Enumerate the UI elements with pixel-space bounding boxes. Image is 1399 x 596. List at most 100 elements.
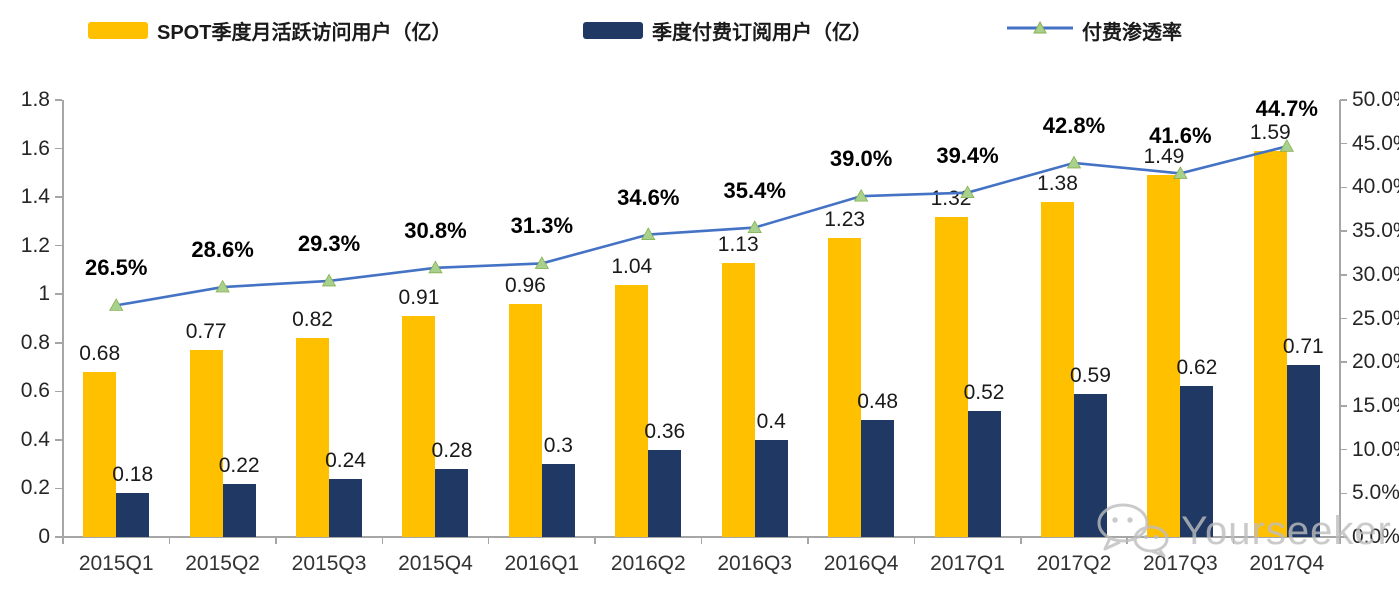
y-axis-label-right: 10.0% [1352, 437, 1399, 461]
bar-subscribers [1286, 364, 1320, 537]
bar-label-mau: 0.68 [79, 341, 121, 365]
y-axis-label-left: 1 [38, 282, 50, 306]
bar-label-subscribers: 0.18 [112, 463, 154, 487]
y-axis-label-left: 0.2 [20, 476, 50, 500]
bar-label-subscribers: 0.48 [857, 390, 899, 414]
penetration-line-path [115, 145, 1288, 307]
subscribers-legend-swatch [583, 21, 643, 39]
watermark: Yourseeker [1093, 500, 1392, 563]
y-axis-label-right: 30.0% [1352, 262, 1399, 286]
bar-label-mau: 1.13 [717, 232, 759, 256]
right-axis-tick [1340, 361, 1347, 363]
y-axis-label-left: 0.4 [20, 427, 50, 451]
x-axis-label: 2017Q1 [930, 552, 1005, 575]
y-axis-label-right: 15.0% [1352, 393, 1399, 417]
penetration-label: 41.6% [1149, 123, 1212, 149]
right-axis-tick [1340, 448, 1347, 451]
x-axis-tick [1339, 537, 1341, 544]
triangle-marker [321, 273, 337, 287]
bar-label-mau: 0.91 [398, 286, 440, 310]
bar-subscribers [116, 493, 150, 537]
y-axis-label-left: 1.2 [20, 233, 50, 257]
bar-label-subscribers: 0.3 [543, 434, 573, 458]
triangle-marker [853, 188, 869, 202]
x-axis-tick [1232, 537, 1235, 544]
right-axis-tick [1340, 230, 1347, 232]
right-axis-tick [1340, 99, 1347, 101]
bar-label-mau: 1.59 [1249, 120, 1291, 144]
bar-subscribers [222, 483, 256, 537]
right-axis-line [1339, 100, 1341, 537]
x-axis-tick [487, 537, 490, 544]
triangle-marker [215, 279, 230, 293]
y-axis-label-left: 0.6 [20, 379, 50, 403]
mau-legend-swatch [88, 21, 148, 39]
y-axis-label-right: 0.0% [1352, 525, 1399, 548]
left-axis-tick [55, 536, 62, 538]
x-axis-tick [1020, 537, 1022, 544]
watermark-text: Yourseeker [1181, 509, 1392, 553]
triangle-marker [1066, 155, 1082, 169]
right-axis-tick [1340, 274, 1347, 276]
left-axis-tick [55, 147, 62, 150]
bar-label-subscribers: 0.24 [325, 448, 366, 472]
bar-subscribers [754, 439, 788, 537]
bar-label-subscribers: 0.52 [963, 380, 1005, 404]
triangle-marker [428, 260, 443, 274]
bar-label-mau: 1.04 [611, 254, 653, 278]
x-axis-tick [62, 537, 64, 544]
bar-subscribers [1180, 386, 1214, 537]
y-axis-label-right: 25.0% [1352, 306, 1399, 330]
legend-item-penetration: 付费渗透率 [1007, 18, 1182, 44]
bar-subscribers [329, 478, 363, 537]
triangle-marker [747, 220, 762, 234]
right-axis-tick [1340, 186, 1347, 189]
x-axis-tick [381, 537, 383, 544]
bar-mau [934, 216, 968, 537]
bar-label-mau: 0.82 [292, 307, 333, 331]
bar-label-subscribers: 0.22 [218, 453, 260, 477]
y-axis-label-right: 40.0% [1352, 175, 1399, 199]
triangle-marker [641, 227, 656, 240]
bar-label-mau: 1.32 [930, 186, 972, 210]
right-axis-tick [1340, 492, 1347, 495]
x-axis-label: 2017Q3 [1143, 552, 1218, 575]
right-axis-tick [1340, 405, 1347, 407]
mau-legend-label: SPOT季度月活跃访问用户（亿） [157, 21, 452, 44]
bar-label-subscribers: 0.36 [644, 419, 686, 443]
penetration-label: 31.3% [510, 213, 574, 239]
right-axis-tick [1340, 536, 1347, 538]
bar-label-mau: 0.96 [504, 273, 546, 297]
subscribers-legend-label: 季度付费订阅用户（亿） [652, 21, 872, 44]
x-axis-label: 2017Q2 [1036, 552, 1112, 575]
bar-mau [83, 371, 117, 537]
left-axis-tick [55, 196, 62, 198]
y-axis-label-right: 35.0% [1352, 219, 1399, 243]
wechat-icon [1093, 500, 1173, 563]
bar-subscribers [648, 449, 682, 537]
x-axis-tick [168, 537, 171, 544]
right-axis-tick [1340, 142, 1347, 145]
right-axis-tick [1340, 317, 1347, 320]
x-axis-tick [700, 537, 703, 544]
y-axis-label-right: 5.0% [1352, 481, 1399, 505]
x-axis-label: 2015Q1 [78, 552, 154, 575]
penetration-label: 42.8% [1042, 112, 1106, 138]
left-axis-tick [55, 342, 62, 344]
x-axis-label: 2016Q1 [504, 552, 580, 575]
left-axis-line [62, 100, 64, 537]
y-axis-label-right: 45.0% [1352, 131, 1399, 155]
x-axis-label: 2017Q4 [1249, 552, 1325, 575]
left-axis-tick [55, 99, 62, 101]
x-axis-label: 2015Q2 [185, 552, 260, 575]
x-axis-line [62, 536, 1340, 538]
bar-mau [721, 262, 755, 537]
y-axis-label-left: 0.8 [20, 330, 50, 354]
left-axis-tick [55, 293, 62, 295]
y-axis-label-right: 20.0% [1352, 350, 1399, 374]
x-axis-label: 2016Q2 [610, 552, 686, 575]
y-axis-label-left: 1.4 [20, 185, 50, 209]
x-axis-tick [913, 537, 916, 544]
bar-mau [402, 316, 436, 537]
triangle-marker [109, 298, 124, 311]
